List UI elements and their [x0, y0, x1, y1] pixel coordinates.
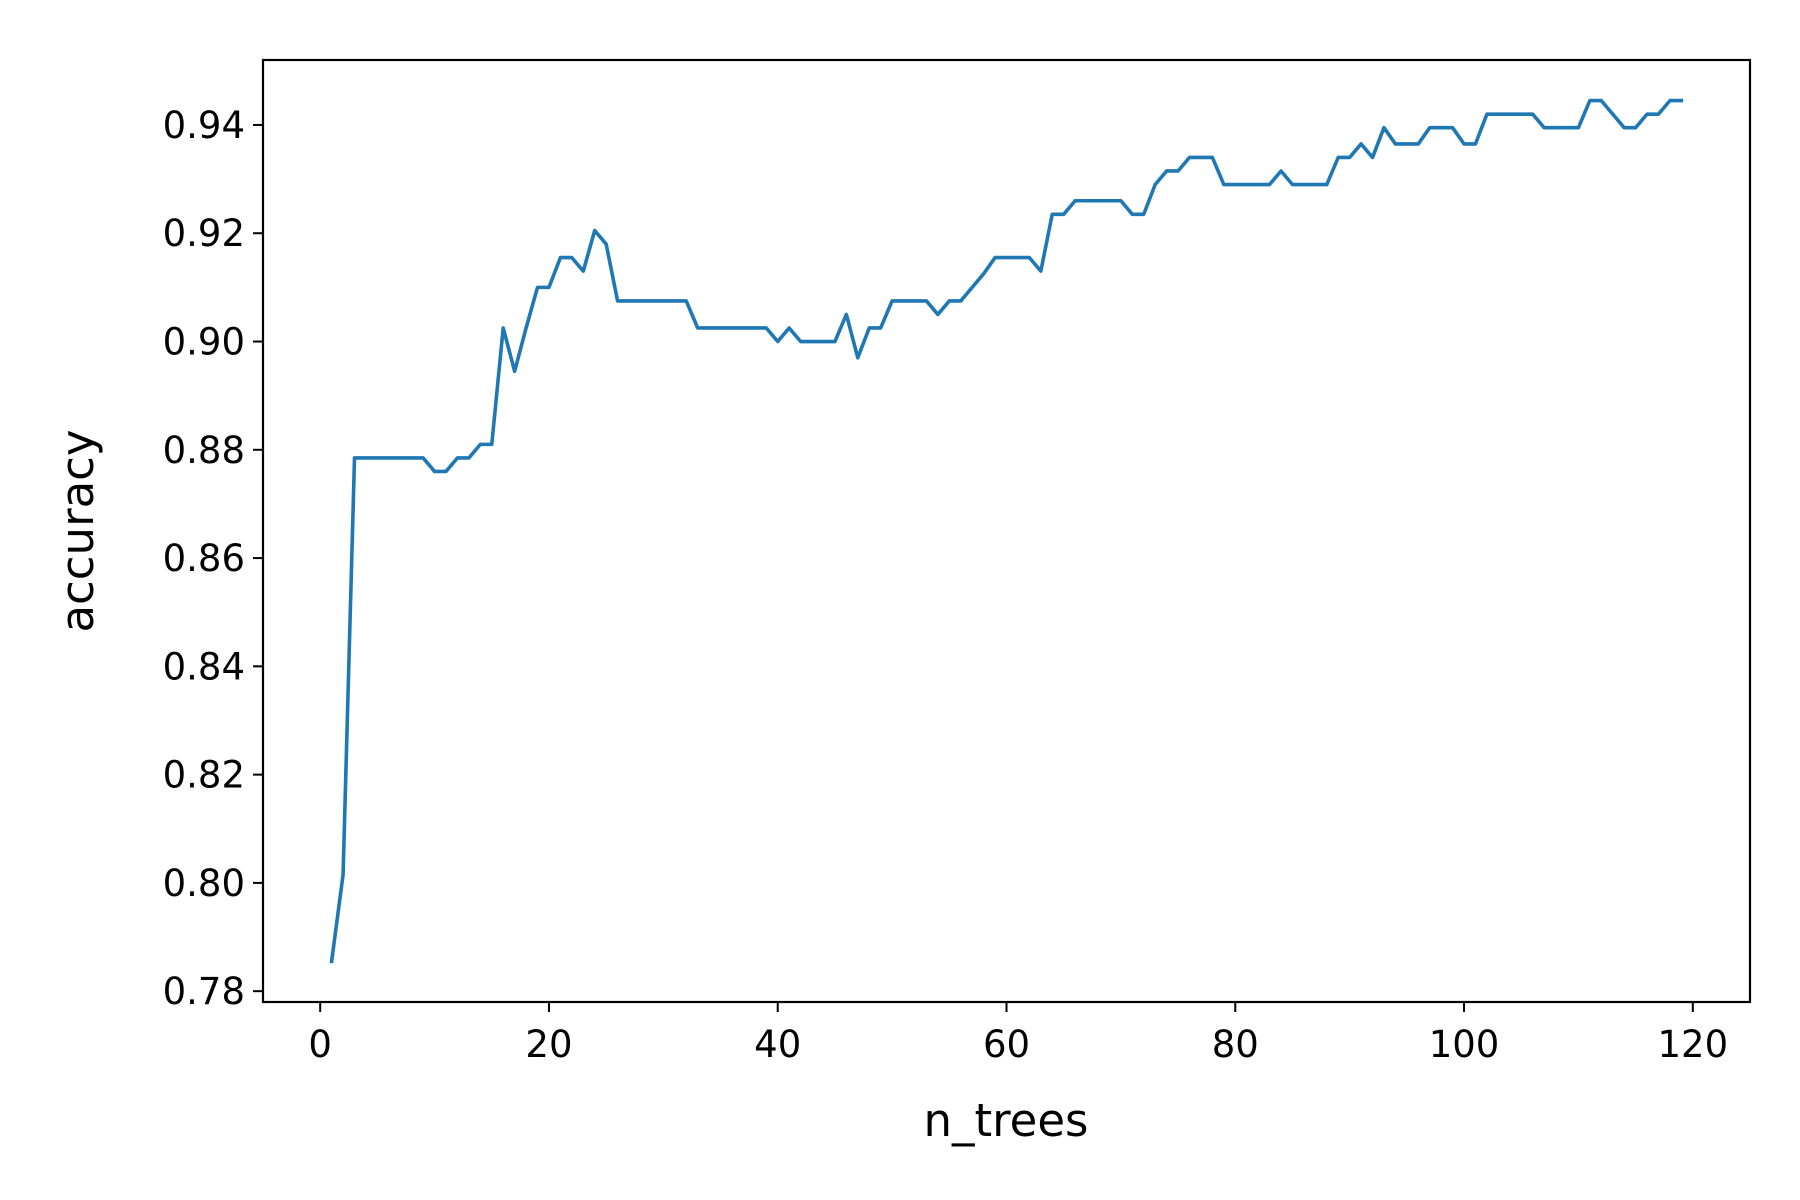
x-tick-label: 80 — [1212, 1023, 1259, 1066]
x-tick-label: 0 — [308, 1023, 332, 1066]
y-tick-label: 0.86 — [163, 537, 245, 580]
y-tick-label: 0.84 — [163, 645, 245, 688]
y-axis-ticks: 0.78 0.80 0.82 0.84 0.86 0.88 0.90 0.92 0.94 — [163, 104, 263, 1013]
x-axis-ticks: 0 20 40 60 80 100 120 — [308, 1002, 1728, 1066]
x-tick-label: 40 — [754, 1023, 801, 1066]
y-tick-label: 0.80 — [163, 862, 245, 905]
y-tick-label: 0.90 — [163, 321, 245, 364]
y-tick-label: 0.88 — [163, 429, 245, 472]
accuracy-line — [329, 98, 1684, 964]
x-tick-label: 60 — [983, 1023, 1030, 1066]
plot-layer — [329, 98, 1684, 964]
y-tick-label: 0.82 — [163, 754, 245, 797]
x-axis-label: n_trees — [924, 1094, 1089, 1147]
x-tick-label: 100 — [1429, 1023, 1500, 1066]
y-tick-label: 0.94 — [163, 104, 245, 147]
y-axis-label: accuracy — [51, 429, 104, 632]
y-tick-label: 0.92 — [163, 212, 245, 255]
x-tick-label: 120 — [1657, 1023, 1728, 1066]
plot-frame — [261, 58, 1752, 1004]
x-tick-label: 20 — [525, 1023, 572, 1066]
y-tick-label: 0.78 — [163, 970, 245, 1013]
